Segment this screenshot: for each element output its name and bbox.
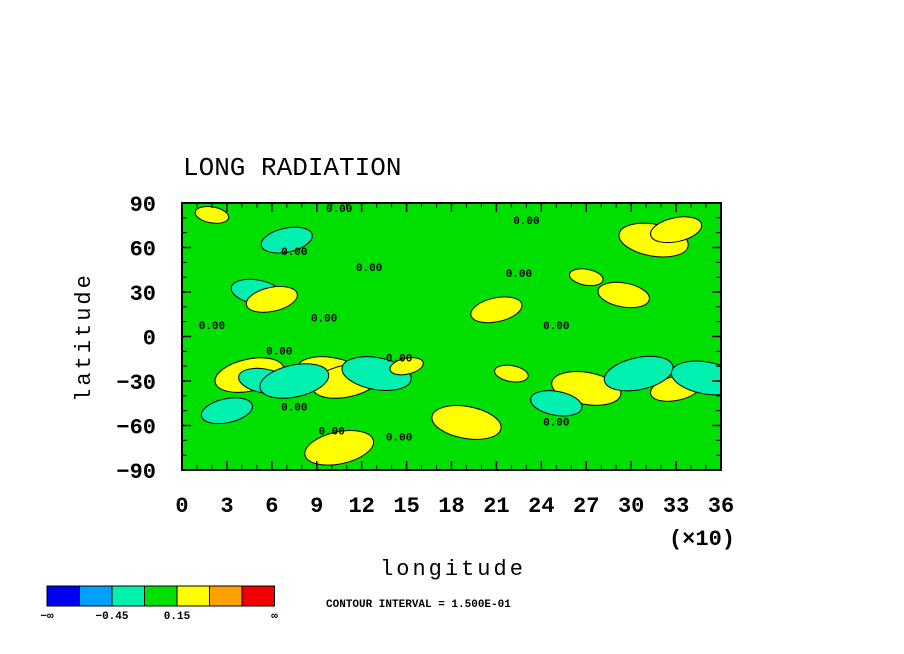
contour-label-3: 0.00	[356, 263, 382, 275]
x-axis-ticks: 0 3 6 9 12 15 18 21 24 27 30 33 36	[175, 203, 734, 519]
y-tick-label-5: −60	[116, 416, 156, 441]
y-tick-label-3: 0	[143, 327, 156, 352]
field-feature-14-level-2	[670, 360, 721, 396]
colorbar-label-3: ∞	[271, 611, 278, 623]
y-axis-ticks: 90 60 30 0 −30 −60 −90	[116, 193, 721, 485]
field-feature-1-level-4	[650, 216, 703, 244]
y-tick-label-6: −90	[116, 460, 156, 485]
contour-labels: 0.00 0.00 0.00 0.00 0.00 0.00 0.00 0.00 0.00 0.00…	[199, 204, 570, 444]
field-feature-17-level-2	[200, 397, 253, 425]
x-tick-label-9: 27	[573, 494, 599, 519]
y-tick-label-2: 30	[130, 282, 156, 307]
plot-area: 0.00 0.00 0.00 0.00 0.00 0.00 0.00 0.00 0.00 0.00…	[182, 203, 721, 470]
field-feature-19-level-4	[245, 285, 298, 313]
field-feature-21-level-4	[470, 296, 523, 324]
contour-label-2: 0.00	[281, 247, 307, 259]
y-tick-label-1: 60	[130, 238, 156, 263]
colorbar-swatch-4	[176, 585, 210, 607]
chart-title: LONG RADIATION	[183, 153, 401, 183]
contour-label-7: 0.00	[266, 346, 292, 358]
field-feature-7-level-4	[304, 430, 375, 466]
colorbar-swatch-5	[209, 585, 243, 607]
field-feature-18-level-2	[530, 390, 583, 417]
field-feature-22-level-4	[569, 268, 604, 287]
contour-label-9: 0.00	[543, 321, 569, 333]
contour-label-8: 0.00	[386, 354, 412, 366]
x-tick-label-0: 0	[175, 494, 188, 519]
field-feature-13-level-2	[603, 355, 674, 392]
field-feature-23-level-4	[389, 357, 424, 376]
x-tick-label-1: 3	[220, 494, 233, 519]
y-axis-label: latitude	[72, 272, 97, 402]
colorbar-label-2: 0.15	[164, 611, 191, 623]
x-tick-label-3: 9	[310, 494, 323, 519]
y-tick-label-0: 90	[130, 193, 156, 218]
field-feature-2-level-4	[194, 205, 230, 224]
contour-label-4: 0.00	[506, 269, 532, 281]
contour-interval-note: CONTOUR INTERVAL = 1.500E-01	[326, 599, 511, 611]
field-feature-6-level-4	[431, 405, 502, 440]
y-tick-label-4: −30	[116, 371, 156, 396]
contour-label-13: 0.00	[543, 418, 569, 430]
colorbar-swatch-2	[111, 585, 145, 607]
contour-label-12: 0.00	[386, 432, 412, 444]
x-tick-label-6: 18	[438, 494, 464, 519]
contour-label-1: 0.00	[513, 216, 539, 228]
contour-field	[194, 205, 721, 466]
contour-label-6: 0.00	[311, 314, 337, 326]
colorbar: −∞ −0.45 0.15 ∞	[40, 585, 278, 623]
colorbar-swatch-0	[46, 585, 80, 607]
field-feature-24-level-4	[494, 364, 529, 383]
x-tick-label-11: 33	[663, 494, 689, 519]
colorbar-swatch-1	[79, 585, 113, 607]
contour-label-0: 0.00	[326, 204, 352, 216]
colorbar-label-0: −∞	[40, 611, 54, 623]
x-tick-label-10: 30	[618, 494, 644, 519]
x-tick-label-12: 36	[708, 494, 734, 519]
colorbar-label-1: −0.45	[95, 611, 128, 623]
x-tick-label-7: 21	[483, 494, 509, 519]
x-tick-label-2: 6	[265, 494, 278, 519]
x-tick-label-8: 24	[528, 494, 554, 519]
field-feature-15-level-2	[260, 226, 313, 254]
x-axis-label: longitude	[380, 557, 526, 582]
field-feature-20-level-4	[597, 281, 650, 309]
x-axis-multiplier: (×10)	[669, 527, 735, 552]
x-tick-label-4: 12	[348, 494, 374, 519]
contour-label-5: 0.00	[199, 321, 225, 333]
field-feature-11-level-2	[259, 363, 330, 399]
colorbar-swatch-3	[144, 585, 178, 607]
contour-label-11: 0.00	[318, 426, 344, 438]
x-tick-label-5: 15	[393, 494, 419, 519]
colorbar-swatch-6	[241, 585, 275, 607]
contour-label-10: 0.00	[281, 403, 307, 415]
